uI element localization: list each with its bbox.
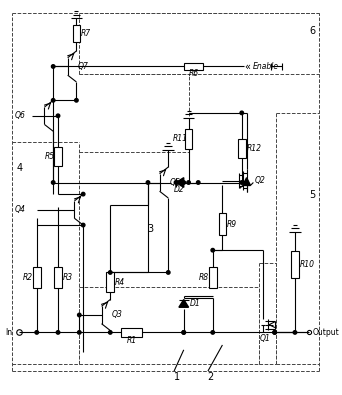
Polygon shape bbox=[179, 299, 188, 307]
Text: «: « bbox=[245, 62, 251, 71]
Text: R12: R12 bbox=[247, 144, 262, 153]
Text: Q7: Q7 bbox=[77, 62, 88, 71]
Circle shape bbox=[81, 192, 85, 196]
Circle shape bbox=[81, 223, 85, 227]
Text: R2: R2 bbox=[23, 273, 33, 282]
Circle shape bbox=[35, 331, 39, 334]
Text: D1: D1 bbox=[189, 299, 200, 308]
Polygon shape bbox=[176, 178, 184, 187]
Circle shape bbox=[293, 331, 297, 334]
Circle shape bbox=[240, 181, 244, 184]
Text: R4: R4 bbox=[115, 278, 125, 287]
Bar bbox=[184, 62, 203, 70]
Circle shape bbox=[51, 181, 55, 184]
Bar bbox=[106, 273, 114, 292]
Text: R7: R7 bbox=[81, 29, 91, 38]
Circle shape bbox=[51, 99, 55, 102]
Bar bbox=[121, 328, 142, 337]
Circle shape bbox=[78, 331, 81, 334]
Text: Output: Output bbox=[312, 328, 339, 337]
Circle shape bbox=[108, 331, 112, 334]
Circle shape bbox=[211, 248, 214, 252]
Circle shape bbox=[182, 181, 185, 184]
Text: Q5: Q5 bbox=[169, 178, 180, 187]
Circle shape bbox=[182, 331, 185, 334]
Text: R11: R11 bbox=[173, 134, 188, 143]
Circle shape bbox=[56, 114, 60, 118]
Circle shape bbox=[187, 181, 190, 184]
Circle shape bbox=[197, 181, 200, 184]
Text: R9: R9 bbox=[227, 220, 237, 229]
Bar bbox=[54, 267, 62, 288]
Text: Q6: Q6 bbox=[14, 111, 25, 120]
Circle shape bbox=[240, 111, 244, 115]
Circle shape bbox=[182, 331, 185, 334]
Circle shape bbox=[273, 331, 276, 334]
Circle shape bbox=[245, 181, 248, 184]
Circle shape bbox=[56, 331, 60, 334]
Polygon shape bbox=[243, 178, 250, 185]
Text: Q2: Q2 bbox=[254, 176, 265, 185]
Circle shape bbox=[174, 181, 178, 184]
Circle shape bbox=[51, 65, 55, 68]
Circle shape bbox=[78, 313, 81, 317]
Bar bbox=[238, 139, 246, 158]
Bar bbox=[54, 147, 62, 166]
Text: Q4: Q4 bbox=[14, 205, 25, 214]
Circle shape bbox=[211, 331, 214, 334]
Text: 1: 1 bbox=[174, 372, 180, 382]
Text: Q3: Q3 bbox=[111, 310, 122, 320]
Text: 5: 5 bbox=[309, 190, 315, 200]
Text: R10: R10 bbox=[300, 260, 315, 269]
Circle shape bbox=[273, 331, 276, 334]
Text: R8: R8 bbox=[199, 273, 209, 282]
Text: In: In bbox=[5, 328, 13, 337]
Text: R3: R3 bbox=[63, 273, 73, 282]
Text: D2: D2 bbox=[173, 185, 184, 194]
Bar bbox=[219, 213, 226, 235]
Text: 4: 4 bbox=[16, 163, 23, 173]
Bar bbox=[209, 267, 216, 288]
Text: R6: R6 bbox=[188, 69, 198, 78]
Text: Enable: Enable bbox=[252, 62, 278, 71]
Text: R5: R5 bbox=[44, 152, 55, 161]
Text: R1: R1 bbox=[127, 336, 136, 345]
Bar bbox=[33, 267, 41, 288]
Text: Q1: Q1 bbox=[260, 334, 271, 343]
Bar bbox=[73, 25, 80, 42]
Bar bbox=[291, 251, 299, 278]
Text: 6: 6 bbox=[309, 26, 315, 36]
Bar bbox=[185, 129, 193, 149]
Circle shape bbox=[167, 271, 170, 274]
Circle shape bbox=[146, 181, 150, 184]
Circle shape bbox=[75, 99, 78, 102]
Text: 3: 3 bbox=[147, 224, 153, 234]
Text: 2: 2 bbox=[208, 372, 214, 382]
Circle shape bbox=[108, 271, 112, 274]
